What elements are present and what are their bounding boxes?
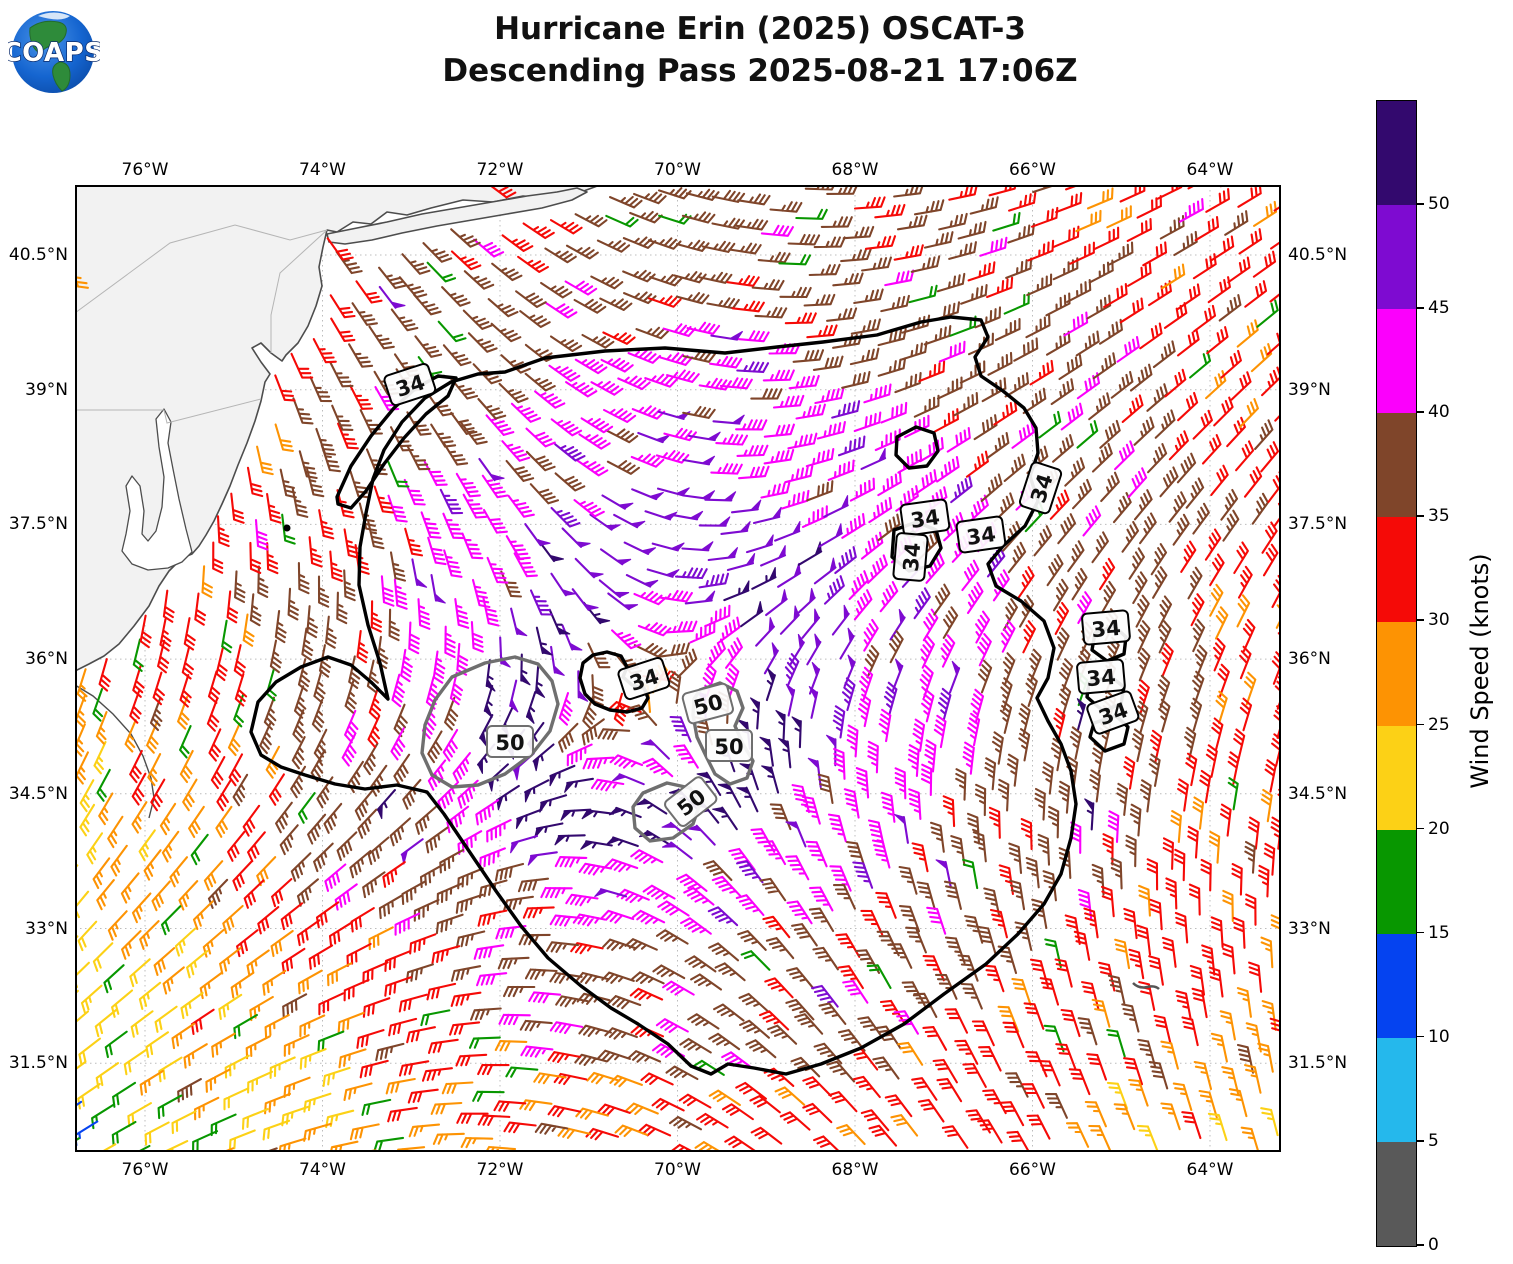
lat-tick-label: 36°N [1288,649,1331,670]
ice-cap [38,12,70,20]
coastline-mainland [74,184,601,672]
lat-tick-label: 39°N [1288,379,1331,400]
colorbar-segment [1377,1141,1416,1246]
colorbar-tick [1417,1244,1424,1246]
svg-text:34: 34 [899,541,925,572]
colorbar-tick-label: 0 [1428,1235,1439,1255]
plot-border [75,185,1281,1152]
colorbar-segment [1377,413,1416,518]
svg-text:34: 34 [1090,616,1121,642]
lon-tick-label: 76°W [121,160,169,180]
colorbar-segment [1377,1037,1416,1142]
colorbar-segment [1377,101,1416,206]
contour-50kt [420,655,560,789]
colorbar-tick [1417,411,1424,413]
lat-tick-label: 40.5°N [8,245,68,265]
state-border [270,229,328,353]
contour-34kt [335,374,458,510]
colorbar-segment [1377,309,1416,414]
state-border [74,224,328,314]
svg-text:34: 34 [1085,665,1116,691]
colorbar-tick-label: 20 [1428,818,1450,839]
lat-tick-label: 39°N [25,379,68,400]
colorbar-tick [1417,307,1424,309]
colorbar-tick-label: 50 [1428,194,1450,215]
small-islet [283,524,291,532]
lon-tick-label: 66°W [1009,1160,1056,1180]
lon-tick-label: 72°W [476,1160,524,1180]
logo-text: COAPS [8,38,100,68]
lon-tick-label: 74°W [299,160,346,180]
colorbar-tick-label: 30 [1428,610,1450,631]
coastline-outer-banks [74,684,155,819]
lat-tick-label: 34.5°N [8,783,68,804]
lat-tick-label: 31.5°N [8,1053,68,1074]
lon-tick-label: 68°W [831,1160,879,1180]
colorbar-tick [1417,515,1424,517]
colorbar-tick-label: 25 [1428,714,1450,735]
lat-tick-label: 37.5°N [8,514,68,535]
colorbar-tick-label: 35 [1428,506,1450,527]
chart-title: Hurricane Erin (2025) OSCAT-3 Descending… [75,8,1445,92]
contour-50kt [631,781,702,843]
colorbar-tick [1417,723,1424,726]
lon-tick-label: 72°W [476,160,524,180]
lon-tick-label: 70°W [654,1160,701,1180]
continent-south-america [52,61,71,92]
coaps-logo: COAPS [8,11,100,93]
colorbar-tick [1417,931,1424,934]
svg-text:34: 34 [909,505,941,533]
wind-barbs [75,185,1281,1152]
svg-text:50: 50 [714,735,743,759]
colorbar-tick [1417,1035,1424,1038]
basemap-land [74,184,601,819]
colorbar-segment [1377,933,1416,1038]
colorbar-tick [1417,1139,1424,1142]
lon-tick-label: 74°W [299,1160,346,1180]
svg-text:50: 50 [495,731,524,755]
colorbar-tick [1417,827,1424,830]
lat-tick-label: 31.5°N [1288,1053,1348,1074]
svg-text:34: 34 [965,522,997,550]
lon-tick-label: 76°W [121,1160,169,1180]
colorbar-segment [1377,517,1416,622]
coastline-long-island [326,187,588,245]
chesapeake-bay [121,408,193,571]
lat-tick-label: 36°N [25,649,68,670]
colorbar-tick-label: 40 [1428,402,1450,423]
colorbar-segment [1377,725,1416,830]
lat-tick-label: 33°N [25,918,68,939]
lat-tick-label: 34.5°N [1288,783,1348,804]
lon-tick-label: 64°W [1186,1160,1234,1180]
lon-tick-label: 66°W [1009,160,1056,180]
title-line-1: Hurricane Erin (2025) OSCAT-3 [494,11,1026,47]
colorbar-tick-label: 5 [1428,1130,1439,1151]
contour-34kt [249,315,1078,1076]
lat-tick-label: 33°N [1288,918,1331,939]
lat-tick-label: 40.5°N [1288,245,1348,265]
lon-tick-label: 70°W [654,160,701,180]
lon-tick-label: 68°W [831,160,879,180]
colorbar-tick [1417,619,1424,622]
colorbar-tick-label: 15 [1428,922,1450,943]
lat-tick-label: 37.5°N [1288,514,1348,535]
colorbar-tick-label: 10 [1428,1026,1450,1047]
state-border [163,398,262,424]
map-plot: 34 34 34 34 34 34 34 34 34 50 50 50 50 [74,184,1281,1152]
colorbar [1376,100,1417,1247]
colorbar-axis-label: Wind Speed (knots) [1466,553,1494,789]
colorbar-segment [1377,829,1416,934]
title-line-2: Descending Pass 2025-08-21 17:06Z [442,53,1078,89]
colorbar-tick-label: 45 [1428,298,1450,319]
continent-north-america [29,20,67,54]
lon-tick-label: 64°W [1186,160,1234,180]
colorbar-segment [1377,621,1416,726]
contour-34kt [894,425,940,470]
bermuda-coast [1132,982,1160,990]
colorbar-segment [1377,205,1416,310]
colorbar-tick [1417,203,1424,205]
